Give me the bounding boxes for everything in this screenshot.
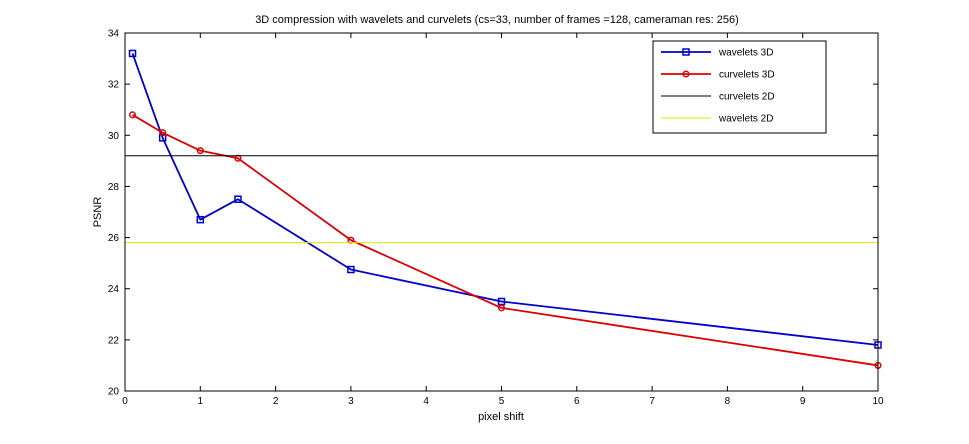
y-tick-label: 22 [108, 335, 120, 346]
y-tick-label: 32 [108, 80, 120, 91]
legend-item-curvelets-3d: curvelets 3D [661, 70, 775, 81]
data-point [196, 147, 204, 155]
data-point [347, 265, 355, 274]
legend: wavelets 3D curvelets 3D curvelets 2D wavel… [652, 40, 827, 134]
x-tick-label: 6 [574, 396, 580, 407]
legend-label: curvelets 3D [719, 70, 775, 81]
x-tick-label: 3 [348, 396, 354, 407]
legend-item-wavelets-2d: wavelets 2D [661, 114, 773, 125]
chart-title: 3D compression with wavelets and curvele… [255, 14, 739, 26]
y-tick-label: 30 [108, 131, 120, 142]
y-axis-label: PSNR [92, 197, 104, 228]
legend-label: wavelets 2D [718, 114, 773, 125]
data-point [159, 129, 167, 137]
legend-label: wavelets 3D [718, 48, 773, 59]
legend-item-curvelets-2d: curvelets 2D [661, 92, 775, 103]
legend-marker [682, 48, 690, 56]
y-tick-label: 24 [108, 284, 120, 295]
data-point [196, 215, 205, 224]
data-point [128, 111, 137, 119]
x-tick-label: 9 [800, 396, 806, 407]
legend-marker [682, 70, 690, 78]
x-tick-label: 0 [122, 396, 128, 407]
y-tick-label: 20 [108, 387, 120, 398]
data-point [128, 49, 137, 58]
legend-label: curvelets 2D [719, 92, 775, 103]
series-line-curvelets-3d [132, 114, 879, 367]
y-tick-label: 34 [108, 29, 120, 40]
x-axis-label: pixel shift [478, 411, 524, 423]
x-tick-label: 10 [872, 396, 884, 407]
data-point [497, 304, 506, 312]
data-point [234, 195, 242, 203]
x-tick-label: 5 [499, 396, 505, 407]
series-curvelets-3d [128, 111, 882, 369]
x-tick-label: 1 [198, 396, 204, 407]
x-tick-label: 8 [725, 396, 731, 407]
y-tick-label: 28 [108, 182, 120, 193]
x-tick-label: 2 [273, 396, 279, 407]
y-tick-label: 26 [108, 233, 120, 244]
legend-items: wavelets 3D curvelets 3D curvelets 2D wavel… [661, 48, 775, 125]
x-tick-label: 7 [649, 396, 655, 407]
x-tick-label: 4 [423, 396, 429, 407]
legend-item-wavelets-3d: wavelets 3D [661, 48, 773, 59]
series-layer [125, 49, 882, 369]
series-line-wavelets-3d [131, 53, 879, 346]
